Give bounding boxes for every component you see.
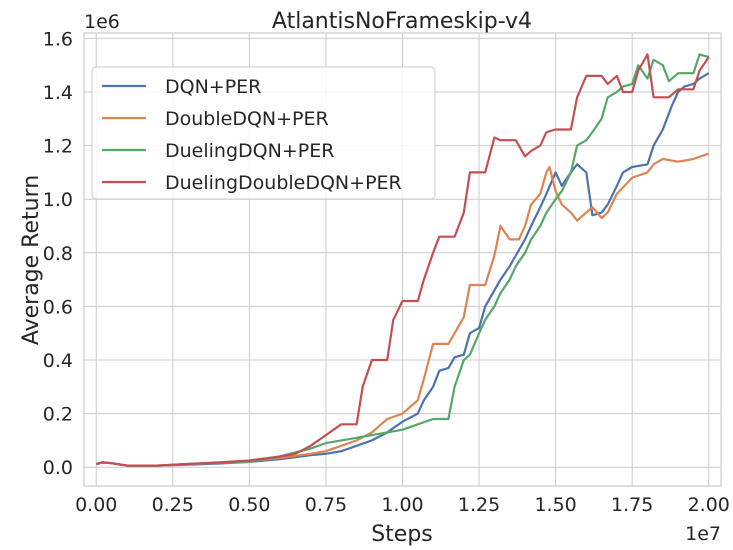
y-tick-label: 0.2 (43, 404, 73, 426)
x-tick-label: 1.00 (381, 494, 423, 516)
legend-label-dqn-per: DQN+PER (165, 76, 261, 98)
legend-label-duelingdoubledqn-per: DuelingDoubleDQN+PER (165, 172, 402, 194)
y-offset-label: 1e6 (84, 11, 120, 33)
plot-frame (83, 32, 722, 487)
x-tick-label: 0.75 (305, 494, 347, 516)
x-axis-label: Steps (371, 522, 433, 547)
series-lines (96, 53, 710, 467)
series-line-duelingdqn-per (96, 53, 710, 467)
y-tick-label: 1.2 (43, 136, 73, 158)
legend-box (91, 66, 436, 200)
chart-title: AtlantisNoFrameskip-v4 (272, 9, 532, 34)
series-line-duelingdoubledqn-per (96, 53, 710, 467)
tick-labels: 0.00 0.25 0.50 0.75 1.00 1.25 1.50 1.75 2.00 0.0 0… (43, 28, 730, 516)
x-tick-label: 1.50 (534, 494, 576, 516)
y-tick-label: 0.6 (43, 296, 73, 318)
legend: DQN+PER DoubleDQN+PER DuelingDQN+PER Duelin… (91, 66, 436, 200)
x-tick-label: 0.00 (75, 494, 117, 516)
y-tick-label: 0.0 (43, 457, 73, 479)
series-line-dqn-per (96, 72, 710, 467)
x-tick-label: 0.50 (228, 494, 270, 516)
x-tick-label: 2.00 (688, 494, 730, 516)
y-tick-label: 1.4 (43, 82, 73, 104)
y-tick-label: 1.6 (43, 28, 73, 50)
legend-label-duelingdqn-per: DuelingDQN+PER (165, 140, 334, 162)
x-tick-label: 0.25 (152, 494, 194, 516)
y-axis-label: Average Return (19, 175, 44, 345)
y-tick-label: 0.8 (43, 243, 73, 265)
x-offset-label: 1e7 (685, 523, 721, 545)
x-tick-label: 1.75 (611, 494, 653, 516)
y-tick-label: 1.0 (43, 189, 73, 211)
series-line-doubledqn-per (96, 152, 710, 467)
x-tick-label: 1.25 (458, 494, 500, 516)
y-tick-label: 0.4 (43, 350, 73, 372)
legend-label-doubledqn-per: DoubleDQN+PER (165, 108, 329, 130)
